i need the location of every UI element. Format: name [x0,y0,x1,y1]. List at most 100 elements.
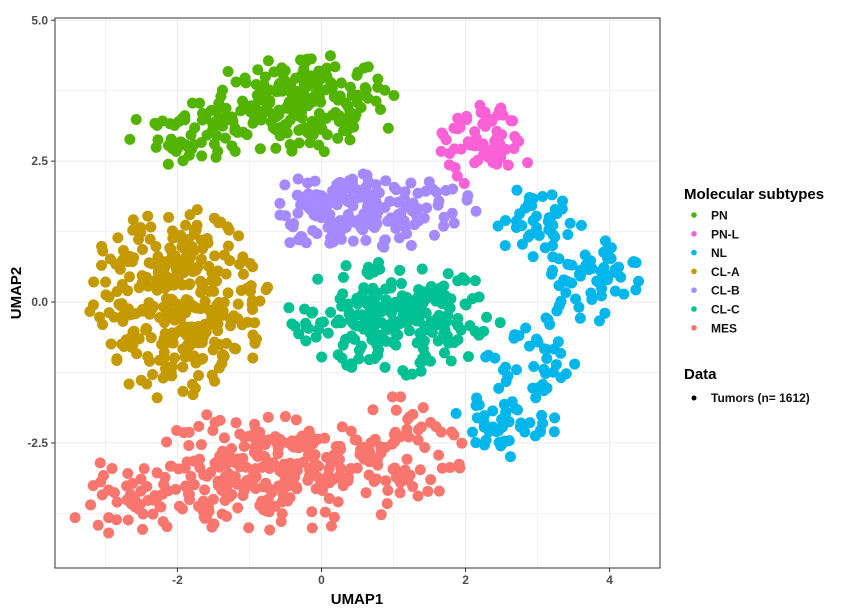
point-nl [540,368,552,380]
point-cl-a [233,230,245,242]
point-mes [264,524,276,536]
point-nl [466,426,478,438]
point-mes [412,434,424,446]
point-cl-b [331,199,343,211]
point-cl-c [473,329,485,341]
point-mes [122,514,134,526]
point-pn [351,97,363,109]
point-cl-c [358,323,370,335]
point-pn-l [474,99,486,111]
point-cl-a [152,272,164,284]
point-nl [499,435,511,447]
point-cl-a [122,285,134,297]
point-cl-c [417,297,429,309]
point-cl-b [350,217,362,229]
point-cl-a [135,374,147,386]
point-cl-b [390,184,402,196]
point-cl-c [317,316,329,328]
point-cl-b [288,218,300,230]
point-cl-a [249,317,261,329]
point-pn [279,65,291,77]
point-mes [183,439,195,451]
point-cl-a [112,232,124,244]
point-cl-b [440,184,452,196]
point-pn [259,105,271,117]
point-cl-c [322,327,334,339]
point-mes [69,512,81,524]
point-cl-a [127,326,139,338]
point-cl-a [137,243,149,255]
point-cl-a [182,295,194,307]
legend-label-pn-l: PN-L [711,227,739,241]
point-mes [387,463,399,475]
point-pn [304,137,316,149]
legend-label-pn: PN [711,209,728,223]
point-nl [615,271,627,283]
point-pn-l [435,145,447,157]
point-cl-c [340,333,352,345]
point-mes [222,470,234,482]
point-nl [500,407,512,419]
point-cl-c [373,256,385,268]
point-pn-l [522,157,534,169]
point-pn-l [474,139,486,151]
point-mes [239,480,251,492]
point-cl-a [193,369,205,381]
point-cl-c [452,313,464,325]
point-cl-c [337,271,349,283]
point-cl-b [392,196,404,208]
point-cl-a [178,267,190,279]
point-nl [555,295,567,307]
point-mes [210,459,222,471]
point-mes [249,441,261,453]
point-cl-c [303,322,315,334]
point-cl-a [180,219,192,231]
point-nl [562,258,574,270]
point-mes [248,472,260,484]
point-pn [351,69,363,81]
y-tick-label: 5.0 [31,13,48,27]
legend: Molecular subtypes PN PN-L NL CL-A CL-B CL-C M… [684,186,824,405]
point-pn [222,65,234,77]
point-pn [313,108,325,120]
point-pn [273,85,285,97]
point-nl [548,426,560,438]
point-cl-a [128,252,140,264]
point-pn-l [440,134,452,146]
point-mes [419,442,431,454]
point-cl-a [208,212,220,224]
point-mes [290,414,302,426]
point-cl-b [312,207,324,219]
point-nl [583,264,595,276]
point-cl-a [205,307,217,319]
point-cl-a [196,284,208,296]
point-nl [598,270,610,282]
point-cl-c [342,298,354,310]
point-cl-c [300,335,312,347]
point-cl-a [223,224,235,236]
point-mes [94,457,106,469]
point-mes [453,458,465,470]
point-cl-a [177,361,189,373]
point-cl-c [460,299,472,311]
point-mes [301,435,313,447]
point-cl-b [420,185,432,197]
point-cl-a [181,339,193,351]
point-mes [185,470,197,482]
point-nl [487,405,499,417]
point-cl-a [123,378,135,390]
point-mes [237,489,249,501]
point-cl-b [292,173,304,185]
point-mes [272,448,284,460]
point-cl-a [164,242,176,254]
point-cl-c [353,353,365,365]
point-cl-a [175,233,187,245]
point-nl [480,351,492,363]
point-mes [207,425,219,437]
point-mes [230,417,242,429]
point-cl-b [389,218,401,230]
point-nl [569,358,581,370]
point-pn [362,61,374,73]
point-cl-a [232,298,244,310]
point-nl [530,392,542,404]
